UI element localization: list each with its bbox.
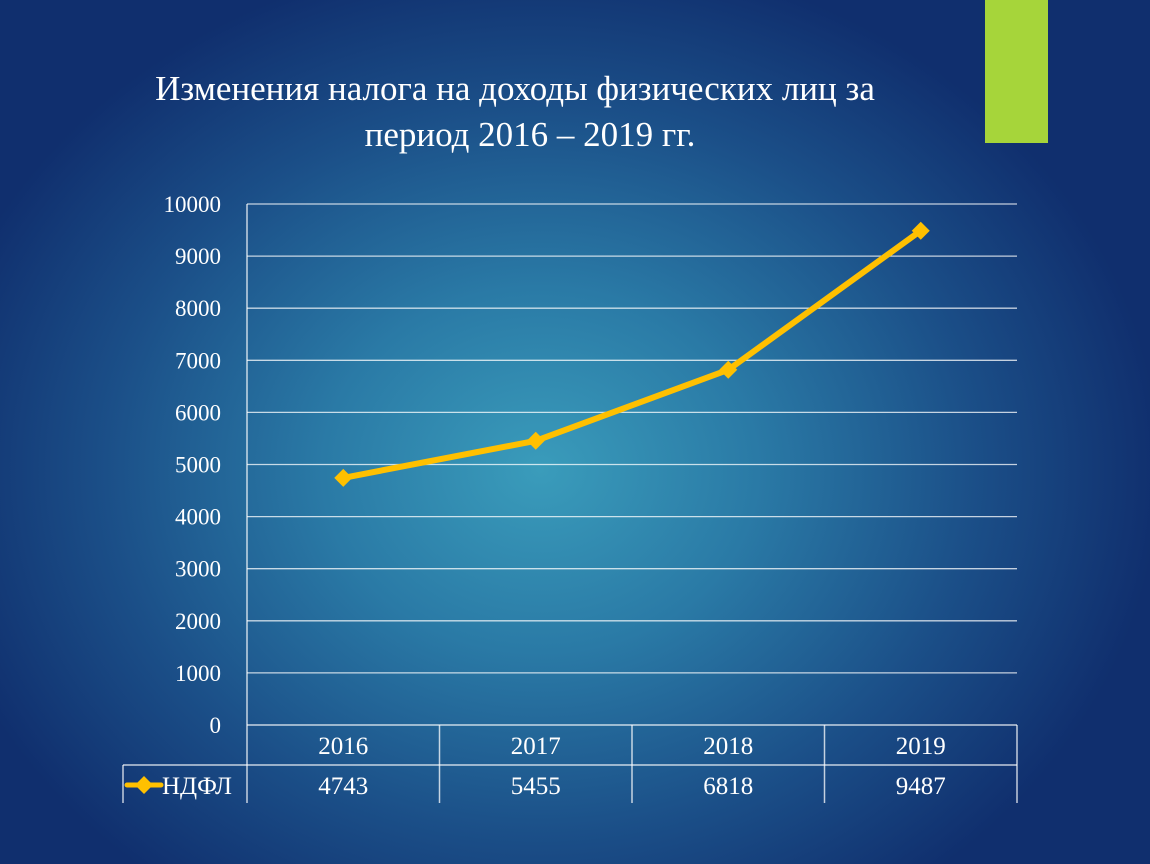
- x-category-label: 2019: [896, 733, 946, 760]
- title-line-2: период 2016 – 2019 гг.: [364, 115, 696, 154]
- y-tick-label: 1000: [175, 661, 221, 686]
- y-tick-label: 4000: [175, 505, 221, 530]
- data-table-value: 6818: [703, 773, 753, 800]
- legend-diamond-marker: [135, 776, 153, 794]
- x-category-label: 2017: [511, 733, 561, 760]
- y-tick-label: 8000: [175, 296, 221, 321]
- x-category-label: 2018: [703, 733, 753, 760]
- legend-label-ndfl: НДФЛ: [162, 773, 232, 800]
- data-point-marker: [911, 221, 930, 240]
- data-table-value: 5455: [511, 773, 561, 800]
- y-tick-label: 2000: [175, 609, 221, 634]
- data-table-value: 4743: [318, 773, 368, 800]
- y-tick-label: 3000: [175, 557, 221, 582]
- data-point-marker: [526, 431, 545, 450]
- y-tick-label: 9000: [175, 244, 221, 269]
- data-point-marker: [334, 468, 353, 487]
- y-tick-label: 7000: [175, 348, 221, 373]
- data-table-value: 9487: [896, 773, 946, 800]
- x-category-label: 2016: [318, 733, 368, 760]
- y-tick-label: 5000: [175, 453, 221, 478]
- accent-bar: [985, 0, 1048, 143]
- title-line-1: Изменения налога на доходы физических ли…: [155, 69, 875, 108]
- y-tick-label: 0: [210, 713, 222, 738]
- data-point-marker: [719, 360, 738, 379]
- y-tick-label: 6000: [175, 400, 221, 425]
- y-tick-label: 10000: [164, 192, 222, 217]
- slide-title: Изменения налога на доходы физических ли…: [80, 66, 950, 158]
- series-line-ndfl: [342, 228, 923, 481]
